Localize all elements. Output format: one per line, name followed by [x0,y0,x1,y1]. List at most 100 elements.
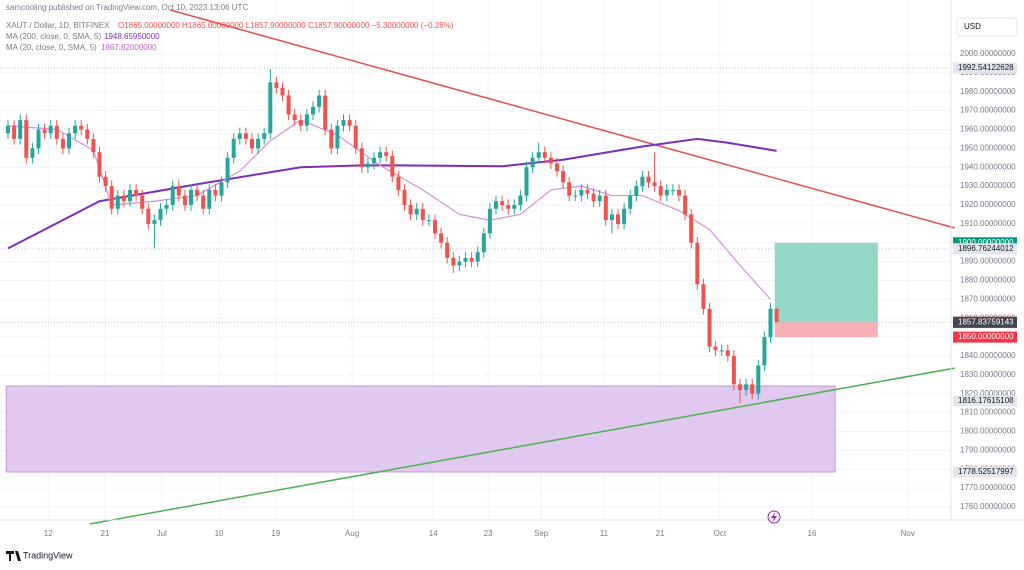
candle-body [475,252,480,262]
candle-body [585,189,590,194]
candle-body [701,284,706,309]
publisher: samcooling published on TradingView.com,… [6,3,248,12]
x-tick-label: 21 [101,529,110,538]
y-tick-label: 1830.00000000 [960,370,1016,379]
price-label-box [953,331,1017,343]
candle-body [201,195,206,209]
candle-body [536,152,541,158]
stop-zone [774,322,878,338]
currency-button[interactable] [956,17,1018,37]
candle-body [115,195,120,209]
candle-body [677,189,681,196]
candle-body [195,189,200,196]
candle-body [548,157,553,164]
candle-body [634,186,639,196]
candle-body [658,186,663,196]
candle-body [103,176,108,187]
candle-body [487,208,492,234]
price-label-box [953,243,1017,255]
candle-body [378,152,383,158]
zone [5,385,836,473]
candle-body [30,148,35,158]
candle-body [372,157,376,164]
candle-body [451,257,456,266]
x-tick-label: 14 [429,529,438,538]
candle-body [396,176,401,190]
y-tick-label: 1920.00000000 [960,200,1016,209]
candle-body [670,189,675,191]
x-tick-label: Aug [345,529,359,538]
candle-body [603,195,608,221]
y-tick-label: 1880.00000000 [960,276,1016,285]
candle-body [219,182,224,196]
candle-body [463,257,468,262]
candle-body [286,95,291,115]
candle-body [762,337,767,366]
candle-body [652,182,657,187]
x-tick-label: 16 [808,529,817,538]
y-tick-label: 1960.00000000 [960,125,1016,134]
event-icon[interactable] [767,510,781,524]
axis: 2000.000000001990.000000001980.000000001… [44,49,1017,538]
candle-body [445,242,450,258]
candle-body [231,138,236,158]
moving-average [7,119,771,300]
candle-body [719,350,724,352]
candle-body [237,133,242,139]
candle-body [164,205,169,209]
candle-body [341,120,346,126]
candle-body [146,208,151,224]
price-label-box [953,395,1017,407]
candle-body [738,384,742,390]
candle-body [268,82,273,134]
candle-body [134,189,139,196]
candle-body [97,152,102,177]
candle-body [304,114,309,126]
candle-body [664,189,669,196]
price-label-box [953,316,1017,328]
candle-body [243,133,248,139]
y-tick-label: 1820.00000000 [960,389,1016,398]
price-label-box [953,237,1017,249]
footer: TradingView [23,550,73,560]
candle-body [85,129,90,139]
candle-body [439,233,444,243]
candle-body [640,176,645,187]
trendline [89,367,955,525]
candle-body [298,120,303,126]
candle-body [91,138,96,153]
x-tick-label: Jul [157,529,167,538]
price-label-box [953,466,1017,478]
x-tick-label: Sep [534,529,549,538]
symbol: XAUT / Dollar, 1D, BITFINEX [6,21,110,30]
candle-body [689,214,694,243]
candle-body [317,95,322,107]
candle-body [524,167,529,196]
candle-body [622,208,627,224]
candle-body [12,125,17,139]
x-tick-label: 12 [44,529,53,538]
currency: USD [964,22,981,31]
candle-body [414,208,419,215]
candle-body [140,195,145,209]
price-label: 1778.52517997 [958,467,1014,476]
y-tick-label: 1930.00000000 [960,181,1016,190]
candle-body [457,261,462,266]
candle-body [121,195,126,202]
y-tick-label: 2000.00000000 [960,49,1016,58]
candle-body [744,384,749,390]
candle-body [750,384,755,394]
price-label: 1900.00000000 [958,238,1014,247]
candle-body [512,205,517,209]
candle-body [42,129,47,134]
candle-body [207,189,212,209]
candle-body [390,155,395,177]
candle-body [60,138,65,149]
y-tick-label: 1810.00000000 [960,408,1016,417]
x-tick-label: 19 [271,529,280,538]
y-tick-label: 1970.00000000 [960,106,1016,115]
y-tick-label: 1800.00000000 [960,427,1016,436]
candle-body [774,308,779,323]
candle-body [707,308,712,347]
x-tick-label: 21 [656,529,665,538]
